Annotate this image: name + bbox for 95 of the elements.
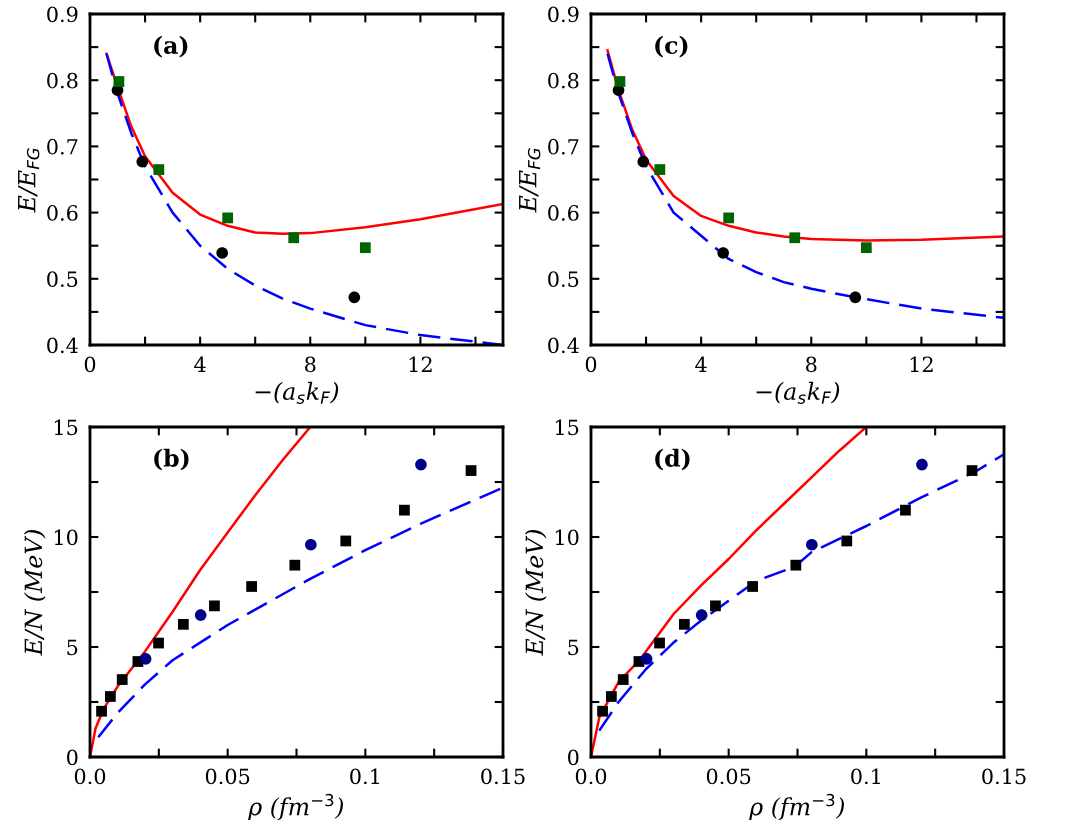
point: [113, 76, 125, 87]
point: [209, 600, 220, 612]
y-axis-title: E/E$_{FG}$: [519, 148, 541, 213]
point: [399, 504, 410, 516]
point: [597, 705, 608, 717]
x-axis-title: ρ (fm$^{−3}$): [749, 793, 845, 821]
point: [654, 164, 666, 175]
point: [116, 674, 128, 685]
point: [139, 653, 152, 665]
annotation: (a): [154, 35, 188, 58]
annotation: (c): [655, 35, 688, 58]
point: [465, 465, 477, 476]
x-tick-label: 4: [194, 356, 206, 372]
annotation: (b): [154, 448, 189, 471]
point: [606, 691, 617, 702]
x-tick-label: 8: [305, 356, 316, 373]
y-tick-label: 0.4: [47, 337, 78, 354]
point: [289, 559, 301, 571]
point: [747, 581, 758, 592]
point: [637, 155, 650, 168]
y-axis-title: E/E$_{FG}$: [18, 148, 40, 213]
point: [614, 76, 626, 87]
x-axis-title: ρ (fm$^{−3}$): [248, 793, 344, 821]
x-axis-title: −(a$_{s}$k$_{F}$): [255, 381, 339, 404]
point: [216, 247, 228, 259]
y-tick-label: 0.5: [47, 271, 78, 288]
y-tick-label: 15: [54, 419, 78, 436]
x-tick-label: 0.15: [982, 768, 1026, 785]
point: [246, 581, 257, 592]
point: [710, 600, 721, 612]
x-tick-label: 12: [409, 356, 432, 372]
x-tick-label: 0.05: [706, 768, 751, 785]
point: [654, 637, 665, 649]
point: [678, 618, 690, 630]
point: [966, 465, 978, 476]
line-series: [97, 486, 503, 739]
point: [288, 232, 300, 244]
point: [916, 458, 928, 471]
x-tick-label: 0: [585, 356, 597, 373]
point: [790, 559, 802, 571]
y-tick-label: 0.8: [47, 72, 78, 89]
point: [717, 247, 729, 259]
point: [415, 458, 427, 471]
y-tick-label: 0: [568, 749, 579, 766]
point: [841, 535, 853, 547]
y-tick-label: 0.6: [548, 205, 579, 221]
x-tick-label: 0.0: [74, 768, 106, 785]
y-axis-title: E/N (MeV): [524, 529, 547, 656]
point: [617, 674, 629, 685]
point: [105, 691, 116, 702]
point: [849, 291, 862, 304]
y-tick-label: 0.7: [47, 138, 78, 155]
x-tick-label: 8: [806, 356, 817, 373]
y-tick-label: 5: [568, 639, 579, 656]
y-tick-label: 0.9: [47, 6, 78, 23]
point: [640, 653, 653, 665]
y-tick-label: 0.6: [47, 205, 78, 221]
point: [900, 504, 911, 516]
y-tick-label: 10: [555, 529, 579, 546]
x-tick-label: 0.05: [205, 768, 250, 785]
point: [695, 609, 708, 621]
y-tick-label: 0.8: [548, 72, 579, 89]
point: [359, 242, 371, 254]
point: [860, 242, 872, 254]
point: [806, 538, 818, 551]
point: [723, 212, 735, 224]
y-tick-label: 15: [555, 419, 579, 436]
point: [96, 705, 107, 717]
y-tick-label: 5: [67, 639, 78, 656]
y-tick-label: 0.9: [548, 6, 579, 23]
x-tick-label: 0.1: [851, 768, 880, 785]
x-tick-label: 0.0: [575, 768, 607, 785]
point: [222, 212, 234, 224]
point: [177, 618, 189, 630]
x-tick-label: 0.15: [481, 768, 525, 785]
x-tick-label: 4: [695, 356, 707, 372]
y-tick-label: 0.7: [548, 138, 579, 155]
x-tick-label: 0.1: [350, 768, 379, 785]
y-tick-label: 10: [54, 529, 78, 546]
y-tick-label: 0: [67, 749, 78, 766]
point: [153, 164, 165, 175]
point: [153, 637, 164, 649]
y-axis-title: E/N (MeV): [23, 529, 46, 656]
point: [789, 232, 801, 244]
point: [348, 291, 361, 304]
point: [194, 609, 207, 621]
y-tick-label: 0.5: [548, 271, 579, 288]
x-tick-label: 0: [84, 356, 96, 373]
x-axis-title: −(a$_{s}$k$_{F}$): [756, 381, 840, 404]
x-tick-label: 12: [910, 356, 933, 372]
point: [305, 538, 317, 551]
point: [340, 535, 352, 547]
y-tick-label: 0.4: [548, 337, 579, 354]
annotation: (d): [655, 448, 690, 471]
point: [136, 155, 149, 168]
